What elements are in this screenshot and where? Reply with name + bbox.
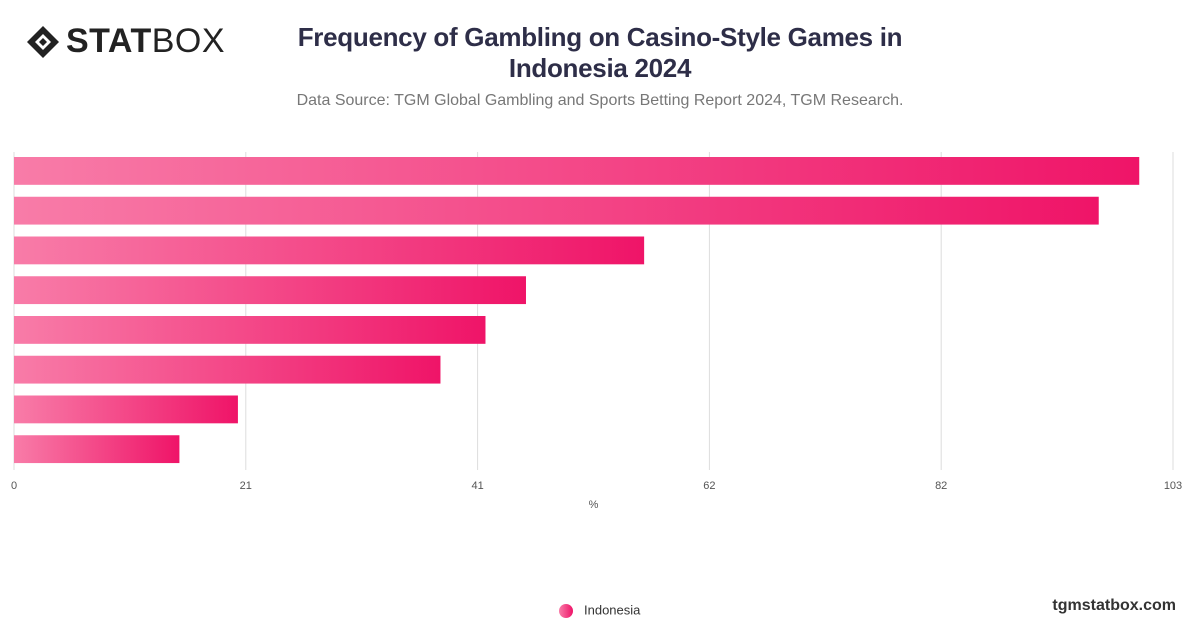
bar <box>14 435 180 464</box>
x-tick-label: 21 <box>240 480 252 492</box>
chart-subtitle: Data Source: TGM Global Gambling and Spo… <box>296 92 904 109</box>
chart-title: Frequency of Gambling on Casino-Style Ga… <box>297 22 903 83</box>
bar <box>14 196 1099 225</box>
legend-marker <box>559 604 573 618</box>
bar <box>14 276 526 305</box>
x-tick-label: 103 <box>1164 480 1182 492</box>
bar <box>14 157 1140 185</box>
logo-bold: STAT <box>66 22 152 60</box>
x-tick-label: 82 <box>935 480 947 492</box>
x-tick-label: 41 <box>471 480 483 492</box>
bar <box>14 395 238 424</box>
x-axis-label: % <box>589 499 599 511</box>
bar <box>14 236 645 265</box>
x-tick-label: 62 <box>703 480 715 492</box>
logo-light: BOX <box>151 22 226 60</box>
bar <box>14 355 441 384</box>
x-tick-label: 0 <box>11 480 17 492</box>
site-url: tgmstatbox.com <box>1052 597 1176 614</box>
logo: STAT BOX <box>26 22 225 61</box>
bar <box>14 316 486 344</box>
legend-label: Indonesia <box>584 602 641 617</box>
logo-icon <box>27 25 59 58</box>
